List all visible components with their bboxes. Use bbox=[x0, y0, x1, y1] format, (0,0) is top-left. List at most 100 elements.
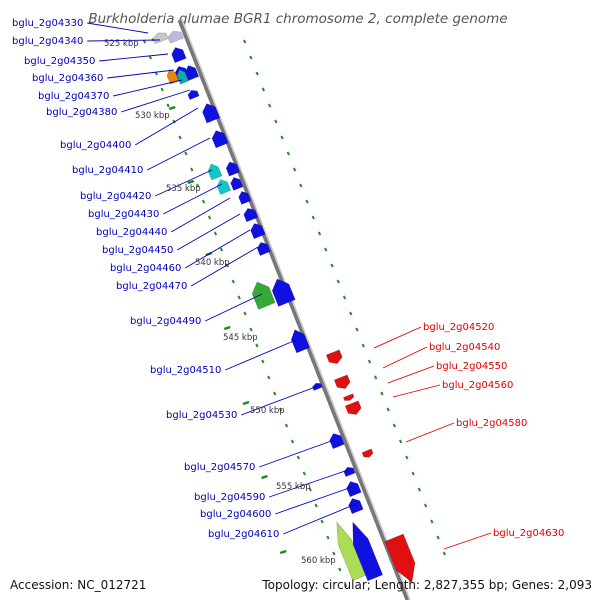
inner-dot bbox=[237, 295, 241, 300]
label-connector bbox=[269, 469, 349, 498]
forward-gene-label: bglu_2g04430 bbox=[88, 209, 159, 220]
inner-dot bbox=[166, 103, 170, 108]
reverse-gene-label: bglu_2g04520 bbox=[423, 322, 494, 333]
outer-dot bbox=[386, 407, 390, 412]
outer-dot bbox=[292, 167, 297, 172]
inner-dot-track bbox=[142, 39, 348, 588]
label-connector bbox=[162, 183, 223, 215]
inner-dot bbox=[178, 135, 182, 140]
label-connector bbox=[387, 365, 435, 384]
scale-tick bbox=[168, 105, 176, 111]
inner-dot bbox=[344, 583, 348, 588]
outer-dot bbox=[249, 55, 253, 60]
scale-tick bbox=[242, 400, 250, 406]
outer-dot bbox=[411, 471, 415, 476]
forward-gene-label: bglu_2g04510 bbox=[150, 365, 221, 376]
forward-gene-label: bglu_2g04590 bbox=[194, 492, 265, 503]
outer-dot bbox=[436, 535, 440, 540]
forward-gene bbox=[329, 433, 345, 450]
forward-gene-label: bglu_2g04350 bbox=[24, 56, 95, 67]
forward-gene bbox=[216, 179, 232, 195]
outer-dot bbox=[399, 439, 403, 444]
outer-dot bbox=[342, 295, 347, 300]
accession-text: Accession: NC_012721 bbox=[10, 578, 147, 592]
label-connector bbox=[99, 53, 169, 62]
backbone-highlight bbox=[181, 19, 411, 600]
label-connector bbox=[241, 385, 319, 416]
label-connector bbox=[87, 22, 149, 34]
inner-dot bbox=[278, 407, 283, 412]
scale-tick bbox=[279, 549, 287, 555]
scale-tick bbox=[261, 474, 268, 480]
inner-dot bbox=[314, 503, 318, 508]
inner-dot bbox=[213, 231, 218, 236]
forward-gene-label: bglu_2g04490 bbox=[130, 316, 201, 327]
outer-dot bbox=[261, 87, 266, 92]
forward-gene-label: bglu_2g04600 bbox=[200, 509, 271, 520]
inner-dot bbox=[261, 359, 265, 364]
inner-dot bbox=[249, 327, 253, 332]
label-connector bbox=[373, 326, 422, 349]
forward-gene-label: bglu_2g04380 bbox=[46, 107, 117, 118]
forward-gene bbox=[256, 242, 271, 257]
outer-dot bbox=[374, 375, 378, 380]
outer-dot bbox=[243, 39, 247, 44]
gene-track bbox=[152, 31, 416, 583]
forward-gene bbox=[211, 130, 229, 149]
forward-gene-label: bglu_2g04410 bbox=[72, 165, 143, 176]
label-connector bbox=[259, 439, 335, 468]
inner-dot bbox=[308, 487, 312, 492]
outer-dot bbox=[392, 423, 397, 428]
label-connector bbox=[121, 89, 191, 113]
scale-label: 550 kbp bbox=[250, 406, 285, 416]
inner-dot bbox=[184, 151, 188, 156]
inner-dot bbox=[207, 215, 212, 220]
label-connector bbox=[382, 346, 428, 369]
forward-gene-label: bglu_2g04610 bbox=[208, 529, 279, 540]
inner-dot bbox=[202, 199, 206, 204]
outer-dot bbox=[367, 359, 372, 364]
outer-dot bbox=[299, 183, 303, 188]
reverse-gene bbox=[333, 374, 351, 389]
label-connector bbox=[155, 169, 213, 197]
outer-dot bbox=[417, 487, 422, 492]
forward-gene-label: bglu_2g04420 bbox=[80, 191, 151, 202]
forward-gene bbox=[346, 481, 362, 498]
forward-gene-label: bglu_2g04570 bbox=[184, 462, 255, 473]
scale-label: 555 kbp bbox=[276, 482, 311, 492]
label-connector bbox=[170, 197, 231, 233]
scale-label: 545 kbp bbox=[223, 333, 258, 343]
label-connector bbox=[176, 213, 241, 251]
outer-dot bbox=[255, 71, 259, 76]
inner-dot bbox=[290, 439, 295, 444]
outer-dot bbox=[311, 215, 315, 220]
outer-dot bbox=[405, 455, 409, 460]
reverse-gene-label: bglu_2g04560 bbox=[442, 380, 513, 391]
forward-gene bbox=[230, 177, 244, 191]
label-connector bbox=[134, 107, 199, 146]
forward-gene bbox=[290, 329, 311, 354]
outer-dot bbox=[280, 135, 284, 140]
inner-dot bbox=[284, 423, 289, 428]
inner-dot bbox=[231, 279, 235, 284]
inner-dot bbox=[326, 535, 330, 540]
inner-dot bbox=[219, 247, 224, 252]
forward-gene bbox=[167, 31, 184, 44]
inner-dot bbox=[160, 87, 164, 92]
inner-dot bbox=[243, 311, 247, 316]
reverse-gene bbox=[325, 349, 343, 364]
inner-dot bbox=[190, 167, 194, 172]
forward-gene bbox=[202, 103, 221, 124]
outer-dot bbox=[361, 343, 365, 348]
reverse-gene-label: bglu_2g04540 bbox=[429, 342, 500, 353]
forward-gene bbox=[348, 498, 364, 515]
forward-gene bbox=[352, 521, 384, 582]
outer-dot bbox=[355, 327, 359, 332]
inner-dot bbox=[302, 471, 306, 476]
inner-dot bbox=[148, 55, 153, 60]
reverse-gene-label: bglu_2g04550 bbox=[436, 361, 507, 372]
label-connector bbox=[87, 39, 161, 42]
inner-dot bbox=[172, 119, 176, 124]
inner-dot bbox=[225, 263, 229, 268]
